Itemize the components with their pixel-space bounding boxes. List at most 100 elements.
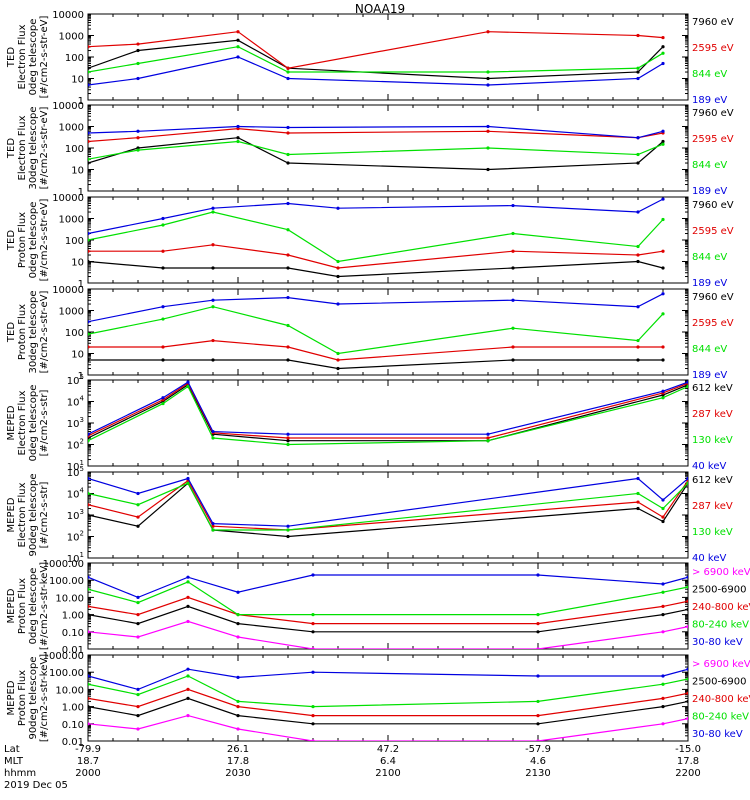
data-point [686, 585, 688, 589]
panel-3: 1 10 100 1000 10000 TED Proton Flux 0deg telesc… [6, 193, 734, 290]
ytick-exponent: 1 [80, 551, 84, 559]
ylabel-line: MEPED [6, 680, 17, 715]
series-line [88, 127, 664, 143]
data-point [686, 691, 688, 695]
data-point [88, 139, 90, 144]
data-point [211, 524, 215, 528]
data-point [186, 667, 190, 671]
ytick-exponent: 4 [80, 395, 85, 403]
data-point [511, 231, 515, 236]
series-line [88, 697, 688, 725]
data-point [636, 76, 640, 81]
data-point [661, 345, 665, 349]
data-point [161, 401, 165, 406]
series-line [88, 482, 688, 538]
data-point [88, 491, 90, 496]
ylabel-line: [#/cm2-s-str-eV] [39, 199, 50, 282]
series-line [88, 244, 664, 269]
data-point [136, 48, 140, 53]
ylabel-line: MEPED [6, 405, 17, 440]
data-point [211, 521, 215, 526]
ylabel-line: TED [6, 138, 17, 159]
data-point [286, 436, 290, 440]
data-point [88, 332, 90, 336]
data-point [661, 582, 665, 586]
data-point [661, 696, 665, 700]
data-point [88, 630, 90, 634]
data-point [511, 203, 515, 208]
data-point [536, 739, 540, 741]
data-point [311, 621, 315, 626]
ylabel-line: Electron Flux [17, 482, 28, 547]
series-line [88, 306, 664, 355]
axis-tick-lat: -57.9 [525, 744, 551, 755]
data-point [311, 647, 315, 649]
data-point [211, 429, 215, 434]
data-point [286, 358, 290, 362]
series-line [88, 605, 688, 633]
ylabel-line: 90deg telescope [28, 473, 39, 556]
panel-2: 1 10 100 1000 10000 TED Electron Flux 30deg tel… [6, 101, 734, 198]
data-point [661, 266, 665, 270]
data-point [136, 61, 140, 66]
legend-label: 189 eV [692, 278, 727, 289]
ylabel-line: Electron Flux [17, 24, 28, 89]
ytick-label: 105 [67, 465, 84, 479]
legend-label: 612 keV [692, 475, 733, 486]
data-point [636, 259, 640, 264]
legend-label: 130 keV [692, 435, 733, 446]
data-point [536, 713, 540, 718]
date-label: 2019 Dec 05 [4, 780, 68, 791]
data-point [236, 705, 240, 709]
legend-label: 30-80 keV [692, 637, 743, 648]
data-point [88, 575, 90, 579]
axis-tick-hhmm: 2100 [375, 768, 400, 779]
data-point [661, 674, 665, 678]
data-point [236, 699, 240, 704]
panel-frame [87, 104, 689, 192]
ytick-label: 104 [67, 487, 85, 501]
data-point [686, 717, 688, 721]
ylabel-line: 30deg telescope [28, 290, 39, 373]
data-point [211, 206, 215, 210]
data-point [136, 524, 140, 528]
data-point [511, 358, 515, 362]
data-point [661, 506, 665, 511]
data-point [311, 739, 315, 741]
data-point [311, 573, 315, 577]
data-point [686, 677, 688, 681]
ytick-label: 100 [65, 53, 84, 64]
data-point [486, 83, 490, 87]
data-point [286, 70, 290, 74]
data-point [161, 216, 165, 221]
legend-label: 240-800 keV [692, 694, 750, 705]
data-point [136, 148, 140, 152]
legend-label: 287 keV [692, 409, 733, 420]
data-point [286, 439, 290, 443]
data-point [661, 249, 665, 253]
data-point [636, 476, 640, 481]
data-point [88, 238, 90, 242]
ylabel-line: TED [6, 47, 17, 68]
data-point [186, 604, 190, 608]
data-point [686, 699, 688, 704]
data-point [236, 30, 240, 34]
ytick-label: 100 [65, 144, 84, 155]
ytick-label: 105 [67, 373, 84, 387]
data-point [311, 630, 315, 634]
data-point [88, 696, 90, 700]
axis-tick-mlt: 17.8 [677, 756, 699, 767]
panel-frame [87, 471, 689, 559]
data-point [136, 76, 140, 81]
data-point [661, 45, 665, 49]
data-point [336, 259, 340, 264]
legend-label: 2500-6900 [692, 585, 747, 596]
ytick-exponent: 4 [80, 487, 85, 495]
data-point [486, 124, 490, 129]
data-point [236, 38, 240, 42]
ytick-exponent: 3 [80, 416, 84, 424]
series-line [88, 198, 664, 235]
data-point [88, 259, 90, 264]
ylabel-line: 30deg telescope [28, 106, 39, 189]
